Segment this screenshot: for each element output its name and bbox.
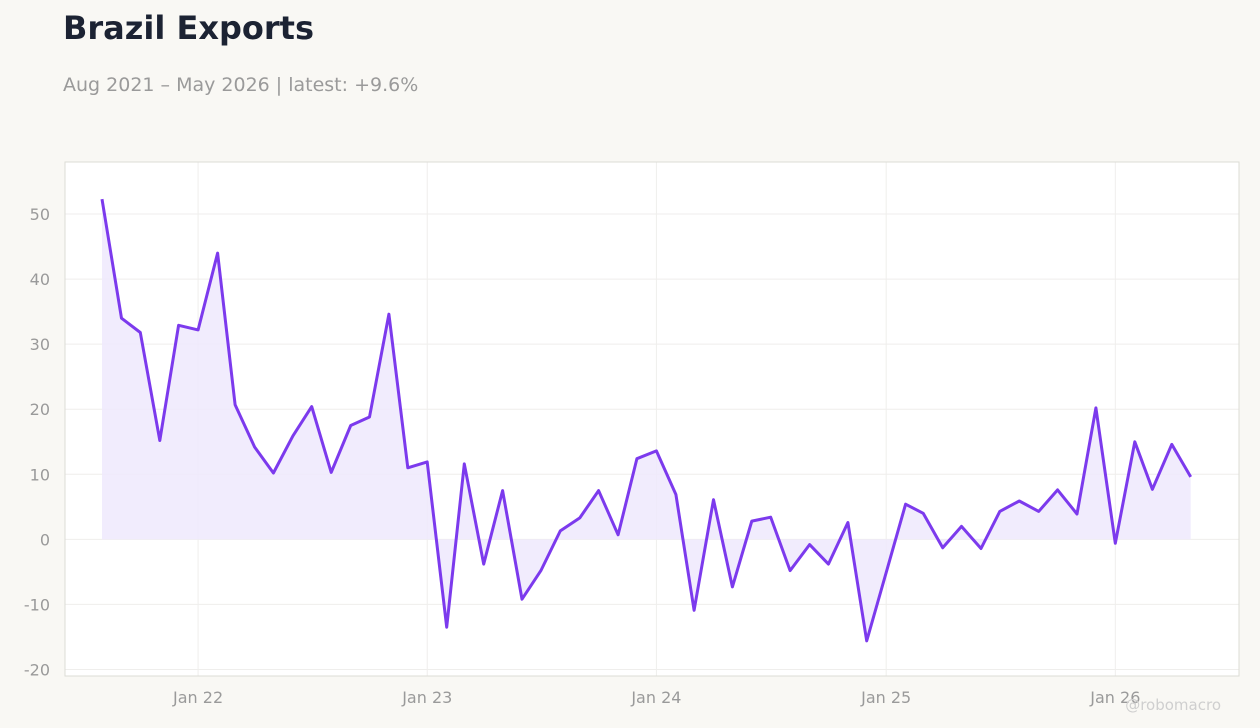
y-tick-label: -20: [24, 660, 50, 679]
chart-title: Brazil Exports: [63, 9, 314, 47]
x-tick-label: Jan 23: [401, 688, 452, 707]
x-tick-label: Jan 22: [172, 688, 223, 707]
y-tick-label: 40: [30, 270, 50, 289]
y-tick-label: -10: [24, 595, 50, 614]
x-tick-label: Jan 25: [860, 688, 911, 707]
y-tick-label: 0: [40, 530, 50, 549]
y-tick-label: 50: [30, 205, 50, 224]
data-points: [101, 199, 1191, 642]
x-tick-label: Jan 24: [630, 688, 681, 707]
chart-subtitle: Aug 2021 – May 2026 | latest: +9.6%: [63, 74, 419, 96]
y-tick-label: 20: [30, 400, 50, 419]
watermark: @robomacro: [1125, 696, 1221, 714]
series-line: [100, 198, 1192, 643]
y-tick-label: 10: [30, 465, 50, 484]
plot-frame: [64, 161, 1240, 677]
x-axis: Jan 22 Jan 23 Jan 24 Jan 25 Jan 26: [172, 688, 1140, 707]
plot-area: [65, 162, 1239, 676]
x-tick-label: Jan 26: [1089, 688, 1140, 707]
area-fill: [102, 199, 1191, 641]
y-axis: -20 -10 0 10 20 30 40 50: [24, 205, 50, 679]
y-tick-label: 30: [30, 335, 50, 354]
